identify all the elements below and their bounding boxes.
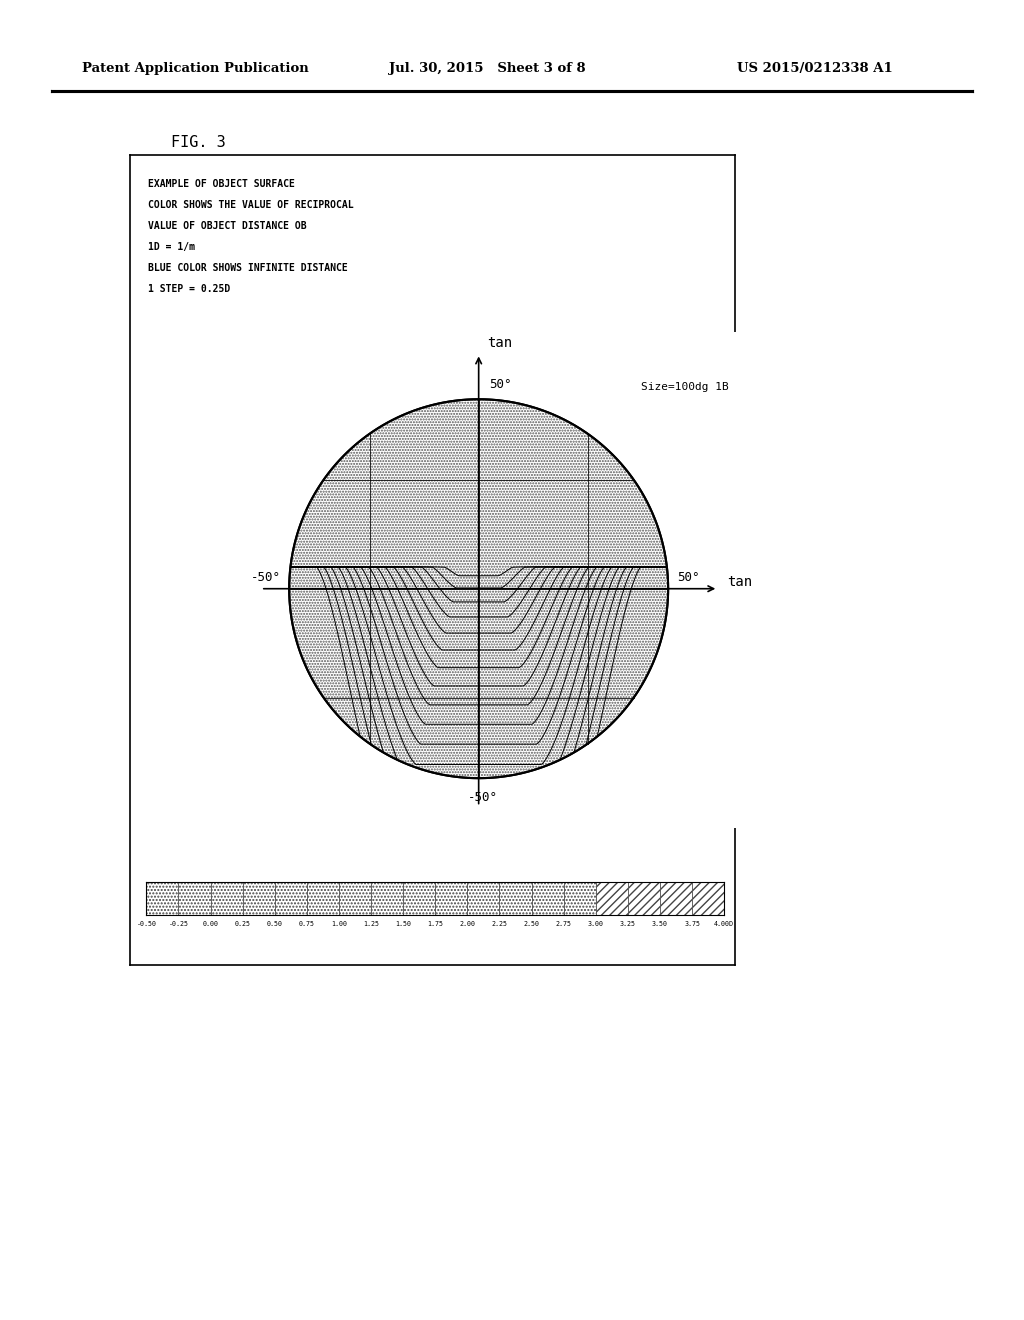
Text: FIG. 3: FIG. 3 <box>171 135 225 149</box>
Text: -0.50: -0.50 <box>136 921 157 928</box>
Text: 0.50: 0.50 <box>267 921 283 928</box>
Bar <box>307 882 339 915</box>
Text: 1.00: 1.00 <box>331 921 347 928</box>
Text: 50°: 50° <box>677 572 699 585</box>
Bar <box>659 882 692 915</box>
Bar <box>371 882 403 915</box>
Bar <box>692 882 724 915</box>
Bar <box>596 882 628 915</box>
Bar <box>339 882 371 915</box>
Text: 3.50: 3.50 <box>652 921 668 928</box>
Text: 0.00: 0.00 <box>203 921 218 928</box>
Text: -50°: -50° <box>251 572 281 585</box>
Text: 1.50: 1.50 <box>395 921 412 928</box>
Text: 1.25: 1.25 <box>364 921 379 928</box>
Bar <box>435 882 467 915</box>
Text: Patent Application Publication: Patent Application Publication <box>82 62 308 75</box>
Text: US 2015/0212338 A1: US 2015/0212338 A1 <box>737 62 893 75</box>
Bar <box>531 882 563 915</box>
Text: 2.25: 2.25 <box>492 921 508 928</box>
Text: Jul. 30, 2015   Sheet 3 of 8: Jul. 30, 2015 Sheet 3 of 8 <box>389 62 586 75</box>
Bar <box>243 882 274 915</box>
Bar <box>467 882 500 915</box>
Text: COLOR SHOWS THE VALUE OF RECIPROCAL: COLOR SHOWS THE VALUE OF RECIPROCAL <box>148 199 354 210</box>
Text: EXAMPLE OF OBJECT SURFACE: EXAMPLE OF OBJECT SURFACE <box>148 178 295 189</box>
Bar <box>628 882 659 915</box>
Text: -0.25: -0.25 <box>169 921 188 928</box>
Text: 0.75: 0.75 <box>299 921 314 928</box>
Text: 3.00: 3.00 <box>588 921 604 928</box>
Bar <box>563 882 596 915</box>
Bar <box>500 882 531 915</box>
Bar <box>274 882 307 915</box>
Polygon shape <box>289 399 668 779</box>
Text: 3.75: 3.75 <box>684 921 700 928</box>
Text: tan: tan <box>487 335 512 350</box>
Text: VALUE OF OBJECT DISTANCE OB: VALUE OF OBJECT DISTANCE OB <box>148 220 307 231</box>
Text: tan: tan <box>727 576 752 589</box>
Text: 4.00D: 4.00D <box>714 921 734 928</box>
Text: 50°: 50° <box>489 378 512 391</box>
Text: 2.75: 2.75 <box>556 921 571 928</box>
Text: BLUE COLOR SHOWS INFINITE DISTANCE: BLUE COLOR SHOWS INFINITE DISTANCE <box>148 263 348 273</box>
Text: 1.75: 1.75 <box>427 921 443 928</box>
Text: 2.00: 2.00 <box>460 921 475 928</box>
Bar <box>178 882 211 915</box>
Bar <box>146 882 178 915</box>
Text: 0.25: 0.25 <box>234 921 251 928</box>
Text: -50°: -50° <box>468 791 498 804</box>
Text: 1 STEP = 0.25D: 1 STEP = 0.25D <box>148 284 230 294</box>
Bar <box>211 882 243 915</box>
Bar <box>403 882 435 915</box>
Text: 3.25: 3.25 <box>620 921 636 928</box>
Text: 1D = 1/m: 1D = 1/m <box>148 242 196 252</box>
Text: Size=100dg 1B: Size=100dg 1B <box>641 381 729 392</box>
Text: 2.50: 2.50 <box>523 921 540 928</box>
